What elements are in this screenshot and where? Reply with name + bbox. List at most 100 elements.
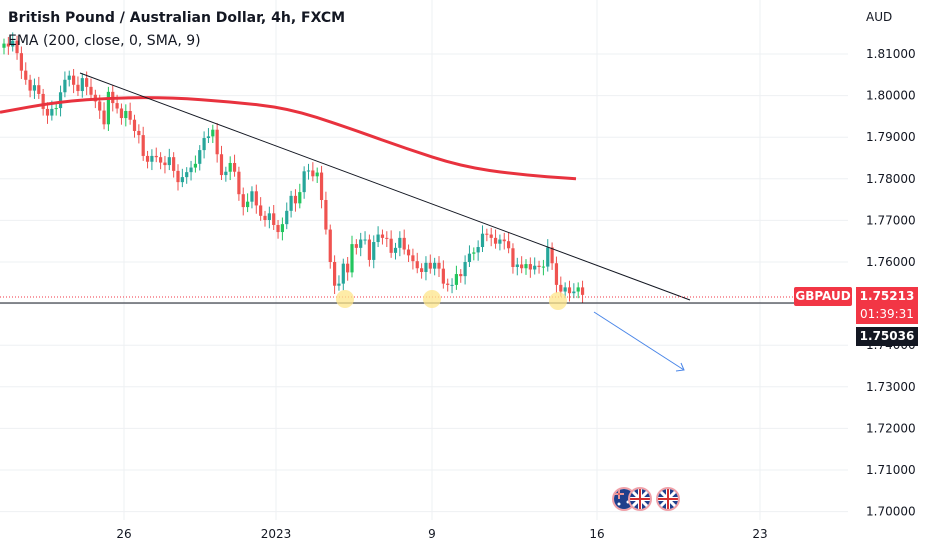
price-tick-label: 1.78000 xyxy=(866,172,916,186)
candle-body xyxy=(224,171,228,176)
candle-body xyxy=(402,237,406,250)
candle-body xyxy=(359,239,363,248)
price-tick-label: 1.70000 xyxy=(866,505,916,519)
candle-body xyxy=(476,247,480,253)
candle-body xyxy=(272,213,276,225)
candle-body xyxy=(467,253,472,262)
candle-body xyxy=(498,239,502,244)
candle-body xyxy=(441,268,445,284)
support-touch-marker xyxy=(423,290,441,308)
candle-body xyxy=(424,262,428,272)
candle-body xyxy=(385,237,389,239)
candle-body xyxy=(333,262,337,286)
candlestick-series xyxy=(2,32,585,304)
candle-body xyxy=(311,170,315,177)
candle-body xyxy=(406,249,411,256)
candle-body xyxy=(232,162,237,172)
candle-body xyxy=(37,85,41,94)
candle-body xyxy=(119,108,124,119)
candle-body xyxy=(58,92,63,109)
candle-body xyxy=(106,91,110,125)
candle-body xyxy=(254,191,258,206)
candle-body xyxy=(337,283,341,286)
candle-body xyxy=(241,194,245,208)
candle-body xyxy=(389,238,393,253)
time-tick-label: 16 xyxy=(589,527,604,541)
candle-body xyxy=(363,239,367,241)
candle-body xyxy=(550,247,554,264)
time-tick-label: 2023 xyxy=(261,527,292,541)
candle-body xyxy=(250,191,254,202)
candle-body xyxy=(11,40,15,47)
candle-body xyxy=(554,263,559,285)
candle-body xyxy=(541,266,545,268)
candle-body xyxy=(180,177,184,183)
candle-body xyxy=(346,263,350,273)
projection-arrow xyxy=(593,311,685,372)
indicator-legend[interactable]: EMA (200, close, 0, SMA, 9) xyxy=(8,33,201,49)
candle-body xyxy=(372,242,376,260)
candle-body xyxy=(6,43,10,47)
candle-body xyxy=(72,75,76,85)
candle-body xyxy=(80,78,84,92)
candle-body xyxy=(563,287,567,292)
candle-body xyxy=(45,108,50,116)
candle-body xyxy=(124,110,128,119)
candle-body xyxy=(115,103,119,109)
candle-body xyxy=(306,170,311,172)
candle-body xyxy=(28,79,32,91)
candle-body xyxy=(32,85,37,91)
candle-body xyxy=(576,287,580,292)
candle-body xyxy=(132,119,137,131)
price-axis: 1.81000 1.80000 1.79000 1.78000 1.77000 1.760… xyxy=(866,47,916,519)
price-tick-label: 1.80000 xyxy=(866,89,916,103)
candle-body xyxy=(267,213,271,220)
level-badge: 1.75036 xyxy=(856,327,918,346)
candle-body xyxy=(19,53,23,71)
price-tick-label: 1.81000 xyxy=(866,47,916,61)
candle-body xyxy=(263,215,267,220)
candle-body xyxy=(354,244,358,248)
candle-body xyxy=(280,224,284,233)
candle-body xyxy=(367,239,371,260)
downtrend-line xyxy=(79,72,691,301)
candle-body xyxy=(167,157,171,166)
candle-body xyxy=(315,172,319,177)
support-touch-marker xyxy=(336,290,354,308)
candle-body xyxy=(215,129,219,155)
candle-body xyxy=(524,264,528,269)
chart-grid xyxy=(0,0,848,520)
candle-body xyxy=(328,229,332,262)
candle-body xyxy=(580,287,585,295)
candle-body xyxy=(246,201,250,208)
candle-body xyxy=(502,239,506,242)
last-price-badge: 1.75213 xyxy=(856,287,918,306)
price-tick-label: 1.71000 xyxy=(866,463,916,477)
candle-body xyxy=(237,171,241,195)
candle-body xyxy=(472,252,476,254)
time-axis: 26 2023 9 16 23 xyxy=(116,527,767,541)
candle-body xyxy=(415,261,419,269)
candle-body xyxy=(50,108,54,116)
candle-body xyxy=(511,248,515,267)
candle-body xyxy=(63,79,67,93)
price-tick-label: 1.73000 xyxy=(866,380,916,394)
candle-body xyxy=(567,287,572,294)
candle-body xyxy=(463,262,467,277)
price-tick-label: 1.77000 xyxy=(866,213,916,227)
candle-body xyxy=(293,195,298,204)
candle-body xyxy=(54,108,58,110)
candle-body xyxy=(137,130,141,136)
uk-flag-icon[interactable] xyxy=(628,487,652,511)
candle-body xyxy=(420,268,424,272)
candle-body xyxy=(41,93,45,109)
candle-body xyxy=(528,264,532,270)
candle-body xyxy=(145,155,150,162)
uk-flag-icon[interactable] xyxy=(656,487,680,511)
chart-title: British Pound / Australian Dollar, 4h, F… xyxy=(8,10,346,26)
candle-body xyxy=(289,195,293,211)
candle-body xyxy=(459,274,463,277)
candle-body xyxy=(141,135,145,156)
candle-body xyxy=(154,155,158,158)
